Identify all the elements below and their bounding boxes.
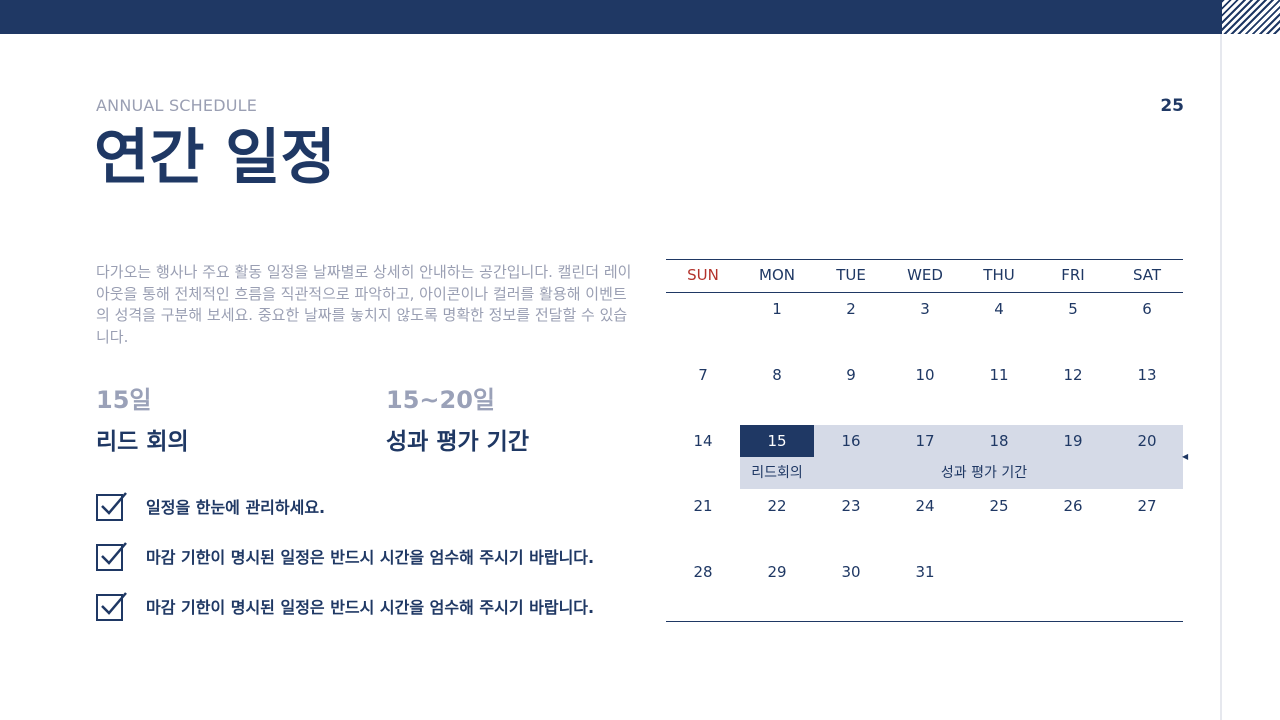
event-date: 15~20일 — [386, 386, 495, 414]
calendar-day[interactable]: 18 — [989, 432, 1009, 450]
calendar-day[interactable]: 14 — [693, 432, 713, 450]
calendar-header-rule — [666, 292, 1183, 293]
calendar-day[interactable]: 19 — [1063, 432, 1083, 450]
checklist-item: 마감 기한이 명시된 일정은 반드시 시간을 엄수해 주시기 바랍니다. — [96, 591, 594, 621]
calendar-day[interactable]: 29 — [767, 563, 787, 581]
calendar-day[interactable]: 20 — [1137, 432, 1157, 450]
calendar-day[interactable]: 5 — [1068, 300, 1078, 318]
checklist-item: 일정을 한눈에 관리하세요. — [96, 491, 325, 521]
calendar-day[interactable]: 26 — [1063, 497, 1083, 515]
calendar-day[interactable]: 30 — [841, 563, 861, 581]
weekday-sat: SAT — [1132, 266, 1162, 284]
calendar-day[interactable]: 31 — [915, 563, 935, 581]
calendar-day[interactable]: 4 — [994, 300, 1004, 318]
weekday-fri: FRI — [1061, 266, 1085, 284]
description: 다가오는 행사나 주요 활동 일정을 날짜별로 상세히 안내하는 공간입니다. … — [96, 263, 632, 346]
calendar-day[interactable]: 2 — [846, 300, 856, 318]
calendar-day[interactable]: 24 — [915, 497, 935, 515]
calendar-day[interactable]: 28 — [693, 563, 713, 581]
highlighted-day-cell — [740, 425, 814, 457]
calendar-day[interactable]: 23 — [841, 497, 861, 515]
calendar-day[interactable]: 6 — [1142, 300, 1152, 318]
calendar-day[interactable]: 12 — [1063, 366, 1083, 384]
calendar-day[interactable]: 22 — [767, 497, 787, 515]
weekday-sun: SUN — [687, 266, 719, 284]
checklist-text: 마감 기한이 명시된 일정은 반드시 시간을 엄수해 주시기 바랍니다. — [146, 548, 595, 567]
calendar-day[interactable]: 17 — [915, 432, 935, 450]
event-name: 리드 회의 — [96, 429, 189, 455]
event-label-lead-meeting: 리드회의 — [751, 465, 803, 481]
page-title: 연간 일정 — [94, 123, 336, 193]
calendar-day[interactable]: 11 — [989, 366, 1009, 384]
page-number: 25 — [1160, 96, 1184, 116]
top-bar — [0, 0, 1222, 34]
calendar-bottom-rule — [666, 621, 1183, 622]
top-corner-pattern — [1222, 0, 1280, 34]
calendar-day[interactable]: 1 — [772, 300, 782, 318]
checklist-item: 마감 기한이 명시된 일정은 반드시 시간을 엄수해 주시기 바랍니다. — [96, 541, 594, 571]
calendar-top-rule — [666, 259, 1183, 260]
weekday-wed: WED — [907, 266, 943, 284]
calendar-day[interactable]: 27 — [1137, 497, 1157, 515]
weekday-tue: TUE — [836, 266, 866, 284]
checklist-text: 마감 기한이 명시된 일정은 반드시 시간을 엄수해 주시기 바랍니다. — [146, 598, 595, 617]
calendar-day[interactable]: 3 — [920, 300, 930, 318]
calendar-day[interactable]: 25 — [989, 497, 1009, 515]
calendar-day[interactable]: 8 — [772, 366, 782, 384]
calendar-day[interactable]: 7 — [698, 366, 708, 384]
event-label-evaluation: 성과 평가 기간 — [940, 465, 1028, 481]
caret-left-icon: ◀ — [1182, 452, 1189, 461]
calendar-day[interactable]: 15 — [767, 432, 787, 450]
calendar: ◀ SUN MON TUE WED THU FRI SAT 1 2 3 4 5 6 7 8 9 10 11 12 13… — [666, 259, 1188, 622]
checkbox-checked-icon — [96, 492, 127, 521]
calendar-day[interactable]: 10 — [915, 366, 935, 384]
checkbox-checked-icon — [96, 592, 127, 621]
page-subtitle: ANNUAL SCHEDULE — [96, 96, 258, 115]
right-divider — [1220, 34, 1222, 720]
weekday-mon: MON — [759, 266, 795, 284]
event-name: 성과 평가 기간 — [386, 429, 529, 455]
event-date: 15일 — [96, 386, 152, 414]
calendar-day[interactable]: 9 — [846, 366, 856, 384]
calendar-day[interactable]: 13 — [1137, 366, 1157, 384]
calendar-day[interactable]: 16 — [841, 432, 861, 450]
checklist-text: 일정을 한눈에 관리하세요. — [146, 498, 326, 517]
checkbox-checked-icon — [96, 542, 127, 571]
weekday-thu: THU — [983, 266, 1015, 284]
calendar-day[interactable]: 21 — [693, 497, 713, 515]
